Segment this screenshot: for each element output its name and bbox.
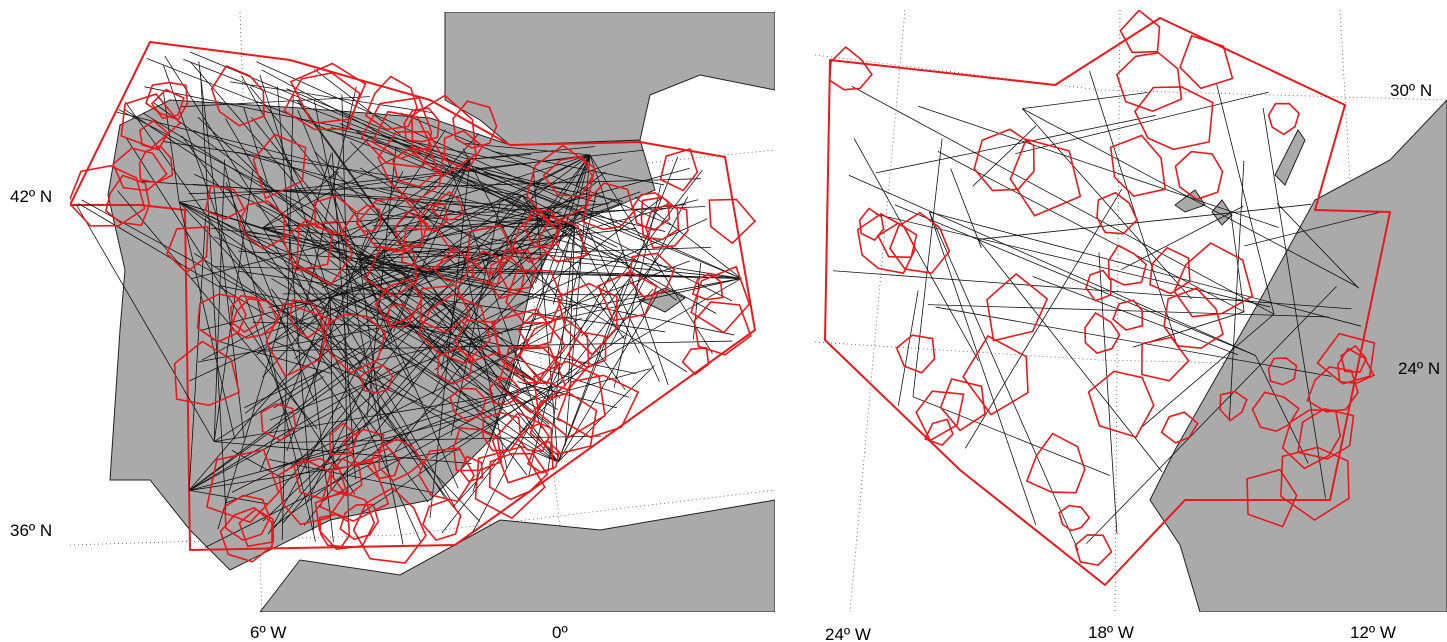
longitude-label: 24º W [825, 625, 871, 642]
ray-path [1216, 83, 1273, 314]
cell [1097, 193, 1137, 234]
cell [1135, 87, 1213, 149]
cell [1117, 53, 1182, 111]
cell [830, 47, 872, 90]
cell [963, 336, 1028, 415]
longitude-label: 18º W [1088, 623, 1134, 642]
cell [1113, 300, 1142, 330]
ray-path [929, 212, 1035, 525]
cell [558, 375, 639, 437]
cell [1027, 434, 1085, 493]
ray-path [1231, 214, 1244, 312]
island [1275, 130, 1305, 185]
land [1150, 100, 1447, 612]
cell [1142, 337, 1189, 380]
latitude-label: 30º N [1390, 81, 1432, 100]
latitude-label: 36º N [10, 521, 52, 540]
ray-path [854, 139, 978, 361]
left-map-panel [69, 12, 775, 612]
ray-path [1022, 92, 1147, 108]
right-map-panel [815, 10, 1447, 612]
longitude-label: 0º [552, 623, 568, 642]
cell [897, 335, 935, 373]
cell [925, 419, 953, 445]
ray-path [938, 151, 1244, 311]
cell [916, 391, 963, 440]
cell [1075, 535, 1111, 565]
ray-path [182, 97, 370, 107]
cell [683, 348, 709, 374]
ray-path [1099, 252, 1117, 534]
cell [1111, 136, 1166, 197]
cell [1176, 152, 1223, 200]
longitude-label: 6º W [250, 623, 286, 642]
cell [890, 213, 949, 274]
cell [1089, 371, 1154, 437]
longitude-label: 12º W [1350, 623, 1396, 642]
cell [423, 500, 461, 540]
cell [974, 129, 1034, 190]
latitude-label: 24º N [1398, 359, 1440, 378]
cell [1109, 245, 1147, 285]
ray-path [895, 205, 1256, 356]
ray-path [918, 106, 1278, 227]
cell [1085, 313, 1120, 353]
map-figure: 42º N 36º N 6º W 0º 30º N 24º N 24º W 18… [0, 0, 1447, 642]
cell [1180, 36, 1233, 89]
latitude-label: 42º N [10, 187, 52, 206]
ray-path [913, 138, 942, 396]
land [445, 12, 775, 145]
ray-path [951, 169, 982, 249]
ray-path [558, 365, 655, 462]
cell [1269, 104, 1299, 135]
cell [858, 214, 916, 273]
cell [709, 199, 755, 243]
